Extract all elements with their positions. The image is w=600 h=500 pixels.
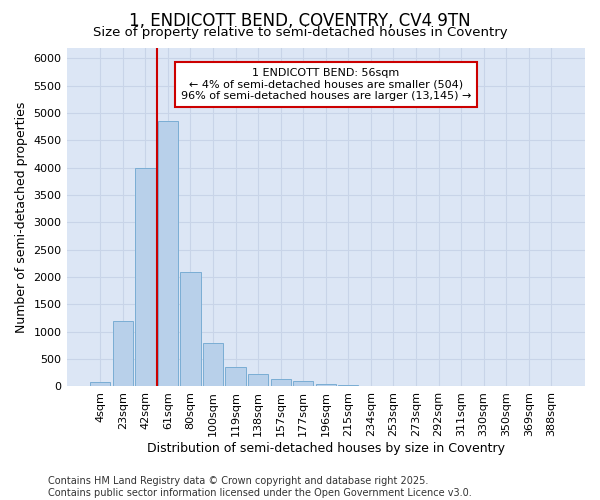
- Bar: [293, 381, 313, 386]
- Bar: [316, 384, 336, 386]
- Bar: [271, 379, 291, 386]
- Bar: [113, 321, 133, 386]
- X-axis label: Distribution of semi-detached houses by size in Coventry: Distribution of semi-detached houses by …: [147, 442, 505, 455]
- Text: Size of property relative to semi-detached houses in Coventry: Size of property relative to semi-detach…: [92, 26, 508, 39]
- Bar: [90, 382, 110, 386]
- Bar: [181, 272, 200, 386]
- Bar: [248, 374, 268, 386]
- Y-axis label: Number of semi-detached properties: Number of semi-detached properties: [15, 102, 28, 332]
- Text: 1 ENDICOTT BEND: 56sqm
← 4% of semi-detached houses are smaller (504)
96% of sem: 1 ENDICOTT BEND: 56sqm ← 4% of semi-deta…: [181, 68, 471, 101]
- Bar: [226, 367, 246, 386]
- Bar: [158, 122, 178, 386]
- Text: Contains HM Land Registry data © Crown copyright and database right 2025.
Contai: Contains HM Land Registry data © Crown c…: [48, 476, 472, 498]
- Bar: [203, 342, 223, 386]
- Text: 1, ENDICOTT BEND, COVENTRY, CV4 9TN: 1, ENDICOTT BEND, COVENTRY, CV4 9TN: [129, 12, 471, 30]
- Bar: [135, 168, 155, 386]
